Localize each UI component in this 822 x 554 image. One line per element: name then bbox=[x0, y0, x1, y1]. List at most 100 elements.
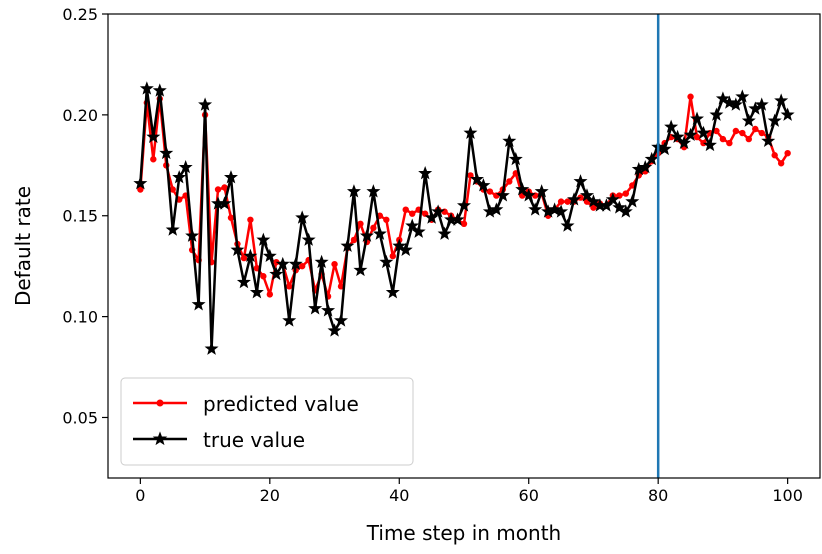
true-value-point bbox=[683, 127, 698, 141]
predicted-value-point bbox=[150, 156, 157, 163]
predicted-value-point bbox=[687, 93, 694, 100]
predicted-value-point bbox=[266, 291, 274, 298]
true-value-point bbox=[411, 224, 426, 238]
predicted-value-point bbox=[240, 254, 248, 262]
predicted-value-point bbox=[506, 178, 513, 185]
true-value-point bbox=[735, 89, 750, 103]
true-value-point bbox=[334, 313, 348, 327]
true-value-point bbox=[301, 232, 316, 246]
y-tick-label: 0.25 bbox=[62, 5, 98, 24]
y-tick-label: 0.15 bbox=[62, 207, 98, 226]
predicted-value-point bbox=[784, 150, 791, 157]
true-value-point bbox=[392, 238, 407, 252]
true-value-point bbox=[379, 254, 394, 269]
true-value-point bbox=[198, 97, 213, 111]
predicted-value-point bbox=[247, 216, 254, 223]
true-value-point bbox=[288, 256, 303, 271]
x-tick-label: 20 bbox=[260, 486, 280, 505]
true-value-point bbox=[359, 228, 374, 242]
true-value-point bbox=[152, 83, 167, 97]
y-tick-label: 0.20 bbox=[62, 106, 98, 125]
plot-frame bbox=[107, 13, 821, 479]
true-value-point bbox=[573, 174, 588, 188]
series-true bbox=[133, 81, 795, 355]
legend-frame bbox=[120, 377, 414, 466]
predicted-value-point bbox=[350, 236, 358, 244]
predicted-value-point bbox=[467, 172, 474, 179]
true-value-point bbox=[690, 111, 704, 125]
predicted-value-point bbox=[564, 198, 571, 205]
true-value-point bbox=[696, 125, 711, 139]
true-value-point bbox=[385, 285, 400, 299]
predicted-value-point bbox=[383, 216, 390, 223]
true-value-point bbox=[139, 81, 154, 95]
predicted-value-point bbox=[693, 133, 701, 141]
predicted-value-point bbox=[357, 220, 364, 228]
x-tick-label: 80 bbox=[648, 486, 668, 505]
true-value-point bbox=[495, 188, 510, 202]
true-value-point bbox=[457, 198, 471, 212]
predicted-value-point bbox=[622, 190, 630, 197]
true-value-point bbox=[605, 192, 620, 206]
true-value-point bbox=[308, 301, 323, 315]
true-value-point bbox=[463, 125, 478, 139]
true-value-point bbox=[405, 218, 420, 232]
predicted-value-point bbox=[557, 198, 565, 205]
true-value-point bbox=[340, 238, 355, 252]
predicted-value-point bbox=[713, 127, 720, 135]
predicted-value-point bbox=[409, 210, 416, 217]
true-value-point bbox=[677, 135, 692, 150]
true-value-point bbox=[172, 170, 187, 184]
predicted-value-point bbox=[221, 184, 228, 191]
true-value-point bbox=[469, 172, 484, 186]
predicted-value-point bbox=[298, 262, 306, 270]
predicted-value-point bbox=[777, 160, 785, 167]
legend-label-true: true value bbox=[203, 428, 305, 452]
predicted-value-point bbox=[486, 188, 494, 195]
true-value-point bbox=[243, 248, 258, 263]
chart-marks bbox=[133, 14, 795, 478]
true-value-point bbox=[774, 93, 789, 107]
true-value-point bbox=[437, 226, 452, 240]
true-value-point bbox=[321, 303, 336, 317]
true-value-point bbox=[528, 202, 543, 216]
predicted-value-point bbox=[402, 206, 409, 213]
true-value-point bbox=[728, 97, 743, 111]
true-value-point bbox=[489, 202, 504, 216]
legend-entry-true: true value bbox=[133, 428, 305, 452]
legend: predicted value true value bbox=[120, 377, 414, 466]
predicted-value-point bbox=[745, 135, 752, 143]
true-value-point bbox=[236, 274, 251, 289]
predicted-value-point bbox=[732, 127, 740, 135]
true-value-point bbox=[327, 323, 342, 337]
true-value-point bbox=[295, 210, 310, 224]
true-value-point bbox=[670, 129, 685, 144]
true-value-point bbox=[159, 145, 174, 160]
predicted-value-point bbox=[629, 182, 636, 189]
predicted-value-point bbox=[739, 129, 746, 137]
true-value-point bbox=[657, 141, 672, 156]
true-value-point bbox=[230, 242, 245, 256]
predicted-value-point bbox=[460, 220, 468, 228]
true-value-point bbox=[722, 95, 737, 109]
true-value-point bbox=[508, 151, 523, 166]
true-value-point bbox=[741, 113, 756, 127]
true-value-point bbox=[618, 204, 633, 218]
x-tick-label: 100 bbox=[772, 486, 803, 505]
true-value-point bbox=[534, 184, 549, 198]
x-tick-label: 40 bbox=[389, 486, 409, 505]
predicted-value-point bbox=[137, 186, 144, 193]
true-value-point bbox=[431, 204, 446, 218]
true-value-point bbox=[256, 232, 271, 246]
true-value-point bbox=[754, 97, 769, 111]
true-value-point bbox=[262, 248, 277, 263]
x-tick-label: 0 bbox=[135, 486, 145, 505]
legend-marker-predicted bbox=[156, 399, 164, 407]
predicted-value-point bbox=[389, 252, 396, 260]
true-value-point bbox=[586, 194, 601, 208]
y-tick-label: 0.10 bbox=[62, 308, 98, 327]
predicted-value-point bbox=[260, 273, 267, 280]
true-value-point bbox=[554, 204, 569, 218]
true-value-point bbox=[249, 285, 264, 299]
